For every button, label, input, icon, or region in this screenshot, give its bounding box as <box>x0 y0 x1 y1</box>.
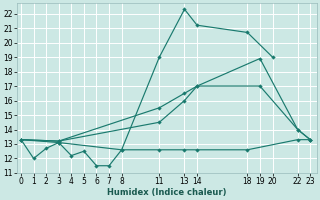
X-axis label: Humidex (Indice chaleur): Humidex (Indice chaleur) <box>107 188 227 197</box>
